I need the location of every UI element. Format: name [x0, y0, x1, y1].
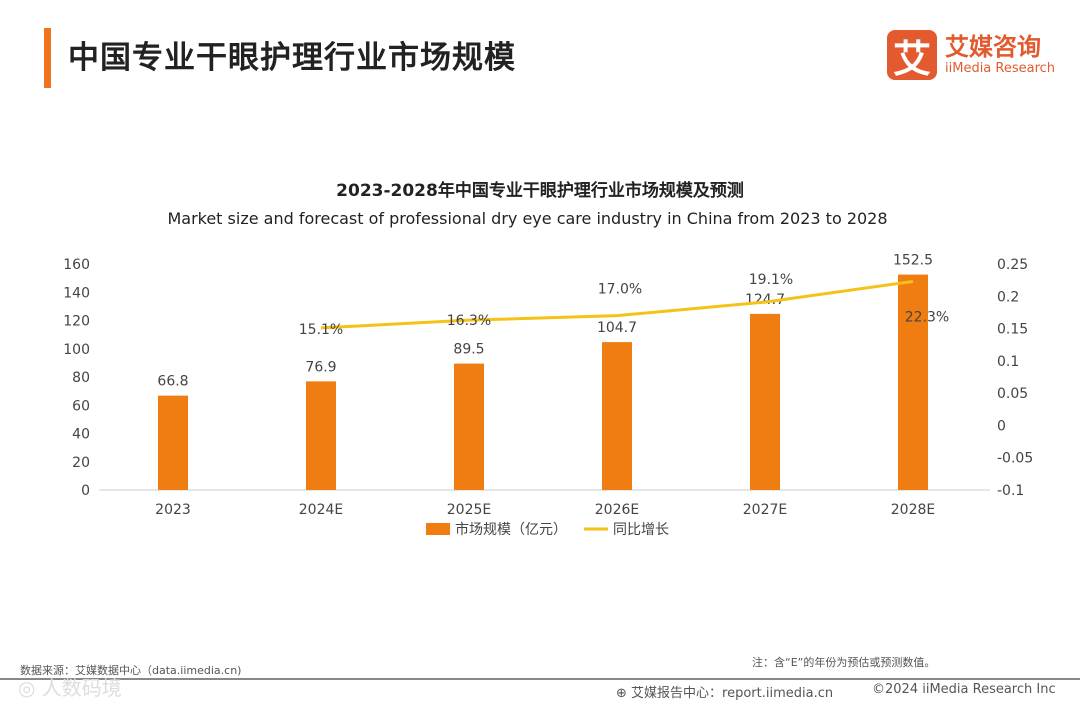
chart-subtitle: Market size and forecast of professional…	[167, 209, 888, 228]
x-tick: 2028E	[891, 502, 935, 518]
bar	[158, 395, 188, 490]
y-left-tick: 40	[72, 427, 90, 443]
logo-en: iiMedia Research	[945, 61, 1056, 76]
y-left-tick: 0	[81, 483, 90, 499]
y-right-tick: 0.2	[997, 289, 1019, 305]
line-label: 15.1%	[299, 322, 343, 338]
bar	[306, 381, 336, 490]
title-accent-bar	[44, 28, 51, 88]
forecast-note: 注：含“E”的年份为预估或预测数值。	[752, 656, 936, 669]
growth-line	[320, 279, 914, 330]
line-label: 19.1%	[749, 272, 793, 288]
chart-title: 2023-2028年中国专业干眼护理行业市场规模及预测	[336, 181, 744, 201]
bar	[898, 274, 928, 490]
bar-label: 104.7	[597, 320, 637, 336]
copyright: ©2024 iiMedia Research Inc	[872, 682, 1056, 697]
x-tick: 2023	[155, 502, 191, 518]
bar-label: 152.5	[893, 253, 933, 269]
y-right-tick: 0.05	[997, 386, 1028, 402]
x-tick: 2024E	[299, 502, 343, 518]
logo-cn: 艾媒咨询	[945, 33, 1041, 61]
data-source: 数据来源：艾媒数据中心（data.iimedia.cn)	[20, 664, 242, 677]
y-left-tick: 100	[63, 342, 90, 358]
legend-bar-label: 市场规模（亿元）	[455, 521, 567, 538]
bar	[750, 313, 780, 490]
globe-icon: ⊕	[616, 686, 632, 701]
bar	[454, 363, 484, 490]
y-right-tick: 0.25	[997, 257, 1028, 273]
iimedia-logo: 艾 艾媒咨询 iiMedia Research	[887, 30, 1056, 81]
y-left-tick: 20	[72, 455, 90, 471]
watermark: ◎ 人数码境	[18, 676, 122, 700]
x-tick: 2025E	[447, 502, 491, 518]
line-label: 16.3%	[447, 313, 491, 329]
y-left-tick: 60	[72, 398, 90, 414]
x-tick: 2026E	[595, 502, 639, 518]
y-left-tick: 160	[63, 257, 90, 273]
bar-label: 76.9	[305, 359, 336, 375]
bar-label: 89.5	[453, 342, 484, 358]
legend-line-label: 同比增长	[613, 522, 669, 538]
y-left-tick: 80	[72, 370, 90, 386]
line-label: 22.3%	[905, 309, 949, 325]
y-right-tick: 0.15	[997, 322, 1028, 338]
y-left-tick: 120	[63, 314, 90, 330]
y-right-tick: -0.1	[997, 483, 1024, 499]
bar-label: 66.8	[157, 374, 188, 390]
y-right-tick: 0	[997, 418, 1006, 434]
page-title: 中国专业干眼护理行业市场规模	[68, 40, 516, 76]
report-link[interactable]: ⊕ 艾媒报告中心：report.iimedia.cn	[616, 686, 834, 701]
logo-mark: 艾	[887, 30, 937, 81]
legend-bar-swatch	[426, 523, 450, 535]
y-left-tick: 140	[63, 285, 90, 301]
y-right-tick: 0.1	[997, 354, 1019, 370]
line-label: 17.0%	[598, 282, 642, 298]
y-right-tick: -0.05	[997, 451, 1033, 467]
x-tick: 2027E	[743, 502, 787, 518]
bar	[602, 342, 632, 490]
footer-divider	[0, 678, 1080, 680]
